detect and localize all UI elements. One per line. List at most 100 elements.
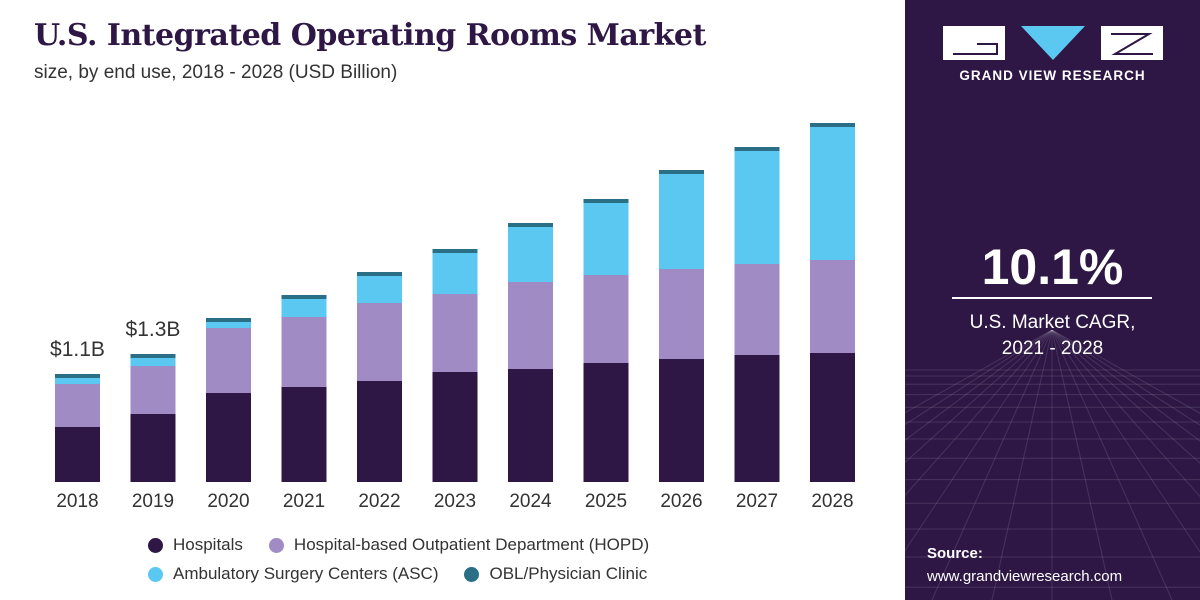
bar-stack-2027 bbox=[734, 147, 780, 482]
bar-stack-2025 bbox=[583, 199, 629, 482]
bar-obl-physician-clinic-2021 bbox=[281, 295, 327, 299]
x-tick-label-2025: 2025 bbox=[585, 491, 627, 512]
bar-ambulatory-surgery-centers-asc-2019 bbox=[130, 358, 176, 366]
bar-hospital-based-outpatient-department-hopd-2019 bbox=[130, 366, 176, 414]
source-label: Source: bbox=[927, 545, 983, 562]
x-tick-label-2026: 2026 bbox=[660, 491, 702, 512]
cagr-label-line1: U.S. Market CAGR, bbox=[969, 312, 1136, 333]
legend-label-obl: OBL/Physician Clinic bbox=[489, 564, 648, 583]
cagr-divider bbox=[952, 297, 1152, 299]
bar-hospitals-2019 bbox=[130, 414, 176, 482]
legend-dot-obl bbox=[464, 566, 480, 582]
bar-stack-2026 bbox=[659, 170, 704, 482]
bar-ambulatory-surgery-centers-asc-2021 bbox=[281, 299, 327, 317]
bar-hospital-based-outpatient-department-hopd-2027 bbox=[734, 264, 780, 355]
bar-obl-physician-clinic-2020 bbox=[206, 318, 251, 322]
bar-ambulatory-surgery-centers-asc-2018 bbox=[55, 378, 100, 384]
bar-hospitals-2028 bbox=[810, 353, 855, 482]
bar-obl-physician-clinic-2022 bbox=[357, 272, 402, 276]
legend-label-asc: Ambulatory Surgery Centers (ASC) bbox=[173, 564, 439, 583]
gvr-logo bbox=[943, 26, 1163, 60]
bar-stack-2028 bbox=[810, 123, 855, 482]
bar-obl-physician-clinic-2025 bbox=[583, 199, 629, 203]
bar-hospitals-2023 bbox=[432, 372, 478, 482]
legend-label-hopd: Hospital-based Outpatient Department (HO… bbox=[293, 535, 650, 554]
bar-hospital-based-outpatient-department-hopd-2022 bbox=[357, 303, 402, 381]
perspective-grid-decoration bbox=[905, 330, 1200, 600]
bar-hospital-based-outpatient-department-hopd-2021 bbox=[281, 317, 327, 387]
bar-hospital-based-outpatient-department-hopd-2024 bbox=[508, 282, 553, 369]
legend-item-obl: OBL/Physician Clinic bbox=[464, 564, 647, 584]
bar-ambulatory-surgery-centers-asc-2027 bbox=[734, 151, 780, 264]
brand-name: GRAND VIEW RESEARCH bbox=[959, 68, 1146, 83]
x-tick-label-2028: 2028 bbox=[811, 491, 853, 512]
legend-dot-hospitals bbox=[148, 537, 163, 553]
legend-label-hospitals: Hospitals bbox=[173, 535, 243, 554]
chart-subtitle: size, by end use, 2018 - 2028 (USD Billi… bbox=[34, 62, 398, 83]
bar-hospital-based-outpatient-department-hopd-2020 bbox=[206, 328, 251, 393]
bar-ambulatory-surgery-centers-asc-2022 bbox=[357, 276, 402, 303]
bar-stack-2021 bbox=[281, 295, 327, 482]
legend-item-asc: Ambulatory Surgery Centers (ASC) bbox=[148, 564, 438, 584]
bar-hospitals-2027 bbox=[734, 355, 780, 482]
bar-obl-physician-clinic-2024 bbox=[508, 223, 553, 227]
stacked-bar-chart: 2018 $1.1B 2019 $1.3B 2020 2021 2022 2023 2024 20… bbox=[50, 123, 855, 512]
legend-dot-hopd bbox=[268, 537, 284, 553]
logo-v-mark bbox=[1021, 26, 1085, 60]
x-tick-label-2021: 2021 bbox=[283, 491, 325, 512]
x-tick-label-2020: 2020 bbox=[207, 491, 249, 512]
bar-stack-2023 bbox=[432, 249, 478, 482]
bar-hospitals-2024 bbox=[508, 369, 553, 482]
bar-hospital-based-outpatient-department-hopd-2018 bbox=[55, 384, 100, 427]
bar-hospitals-2026 bbox=[659, 359, 704, 482]
legend-row-1: Hospitals Hospital-based Outpatient Depa… bbox=[148, 535, 675, 555]
bar-ambulatory-surgery-centers-asc-2025 bbox=[583, 203, 629, 275]
bar-ambulatory-surgery-centers-asc-2026 bbox=[659, 174, 704, 269]
bar-obl-physician-clinic-2028 bbox=[810, 123, 855, 127]
bar-obl-physician-clinic-2019 bbox=[130, 354, 176, 358]
bar-stack-2019 bbox=[130, 354, 176, 482]
bar-obl-physician-clinic-2027 bbox=[734, 147, 780, 151]
x-tick-label-2018: 2018 bbox=[56, 491, 98, 512]
bar-stack-2022 bbox=[357, 272, 402, 482]
x-tick-label-2027: 2027 bbox=[736, 491, 778, 512]
cagr-label-line2: 2021 - 2028 bbox=[1001, 338, 1104, 359]
sidebar-panel: GRAND VIEW RESEARCH 10.1% U.S. Market CA… bbox=[905, 0, 1200, 600]
chart-title: U.S. Integrated Operating Rooms Market bbox=[34, 18, 706, 53]
bar-ambulatory-surgery-centers-asc-2024 bbox=[508, 227, 553, 282]
data-label-2019: $1.3B bbox=[126, 318, 181, 341]
bar-hospitals-2025 bbox=[583, 363, 629, 482]
bar-stack-2024 bbox=[508, 223, 553, 482]
legend-item-hospitals: Hospitals bbox=[148, 535, 243, 555]
data-label-2018: $1.1B bbox=[50, 338, 105, 361]
chart-panel: U.S. Integrated Operating Rooms Market s… bbox=[34, 18, 855, 584]
bar-hospital-based-outpatient-department-hopd-2025 bbox=[583, 275, 629, 363]
bar-ambulatory-surgery-centers-asc-2020 bbox=[206, 322, 251, 328]
bar-ambulatory-surgery-centers-asc-2028 bbox=[810, 127, 855, 260]
bar-obl-physician-clinic-2026 bbox=[659, 170, 704, 174]
x-tick-label-2022: 2022 bbox=[358, 491, 400, 512]
bar-stack-2020 bbox=[206, 318, 251, 482]
x-tick-label-2023: 2023 bbox=[434, 491, 476, 512]
bar-hospital-based-outpatient-department-hopd-2023 bbox=[432, 294, 478, 372]
logo-g-mark bbox=[953, 43, 998, 55]
bar-hospitals-2021 bbox=[281, 387, 327, 482]
legend-row-2: Ambulatory Surgery Centers (ASC) OBL/Phy… bbox=[148, 564, 673, 584]
bar-obl-physician-clinic-2018 bbox=[55, 374, 100, 378]
cagr-value: 10.1% bbox=[981, 239, 1124, 295]
bar-ambulatory-surgery-centers-asc-2023 bbox=[432, 253, 478, 294]
bar-hospitals-2022 bbox=[357, 381, 402, 482]
logo-r-mark bbox=[1111, 33, 1153, 55]
bar-hospital-based-outpatient-department-hopd-2028 bbox=[810, 260, 855, 353]
source-url[interactable]: www.grandviewresearch.com bbox=[927, 568, 1123, 585]
bar-stack-2018 bbox=[55, 374, 100, 482]
legend-dot-asc bbox=[148, 566, 163, 582]
legend-item-hopd: Hospital-based Outpatient Department (HO… bbox=[268, 535, 650, 555]
bar-hospitals-2020 bbox=[206, 393, 251, 482]
bar-obl-physician-clinic-2023 bbox=[432, 249, 478, 253]
x-tick-label-2024: 2024 bbox=[509, 491, 552, 512]
bar-hospital-based-outpatient-department-hopd-2026 bbox=[659, 269, 704, 359]
bar-hospitals-2018 bbox=[55, 427, 100, 482]
x-tick-label-2019: 2019 bbox=[132, 491, 174, 512]
cagr-label: U.S. Market CAGR, 2021 - 2028 bbox=[905, 310, 1200, 362]
